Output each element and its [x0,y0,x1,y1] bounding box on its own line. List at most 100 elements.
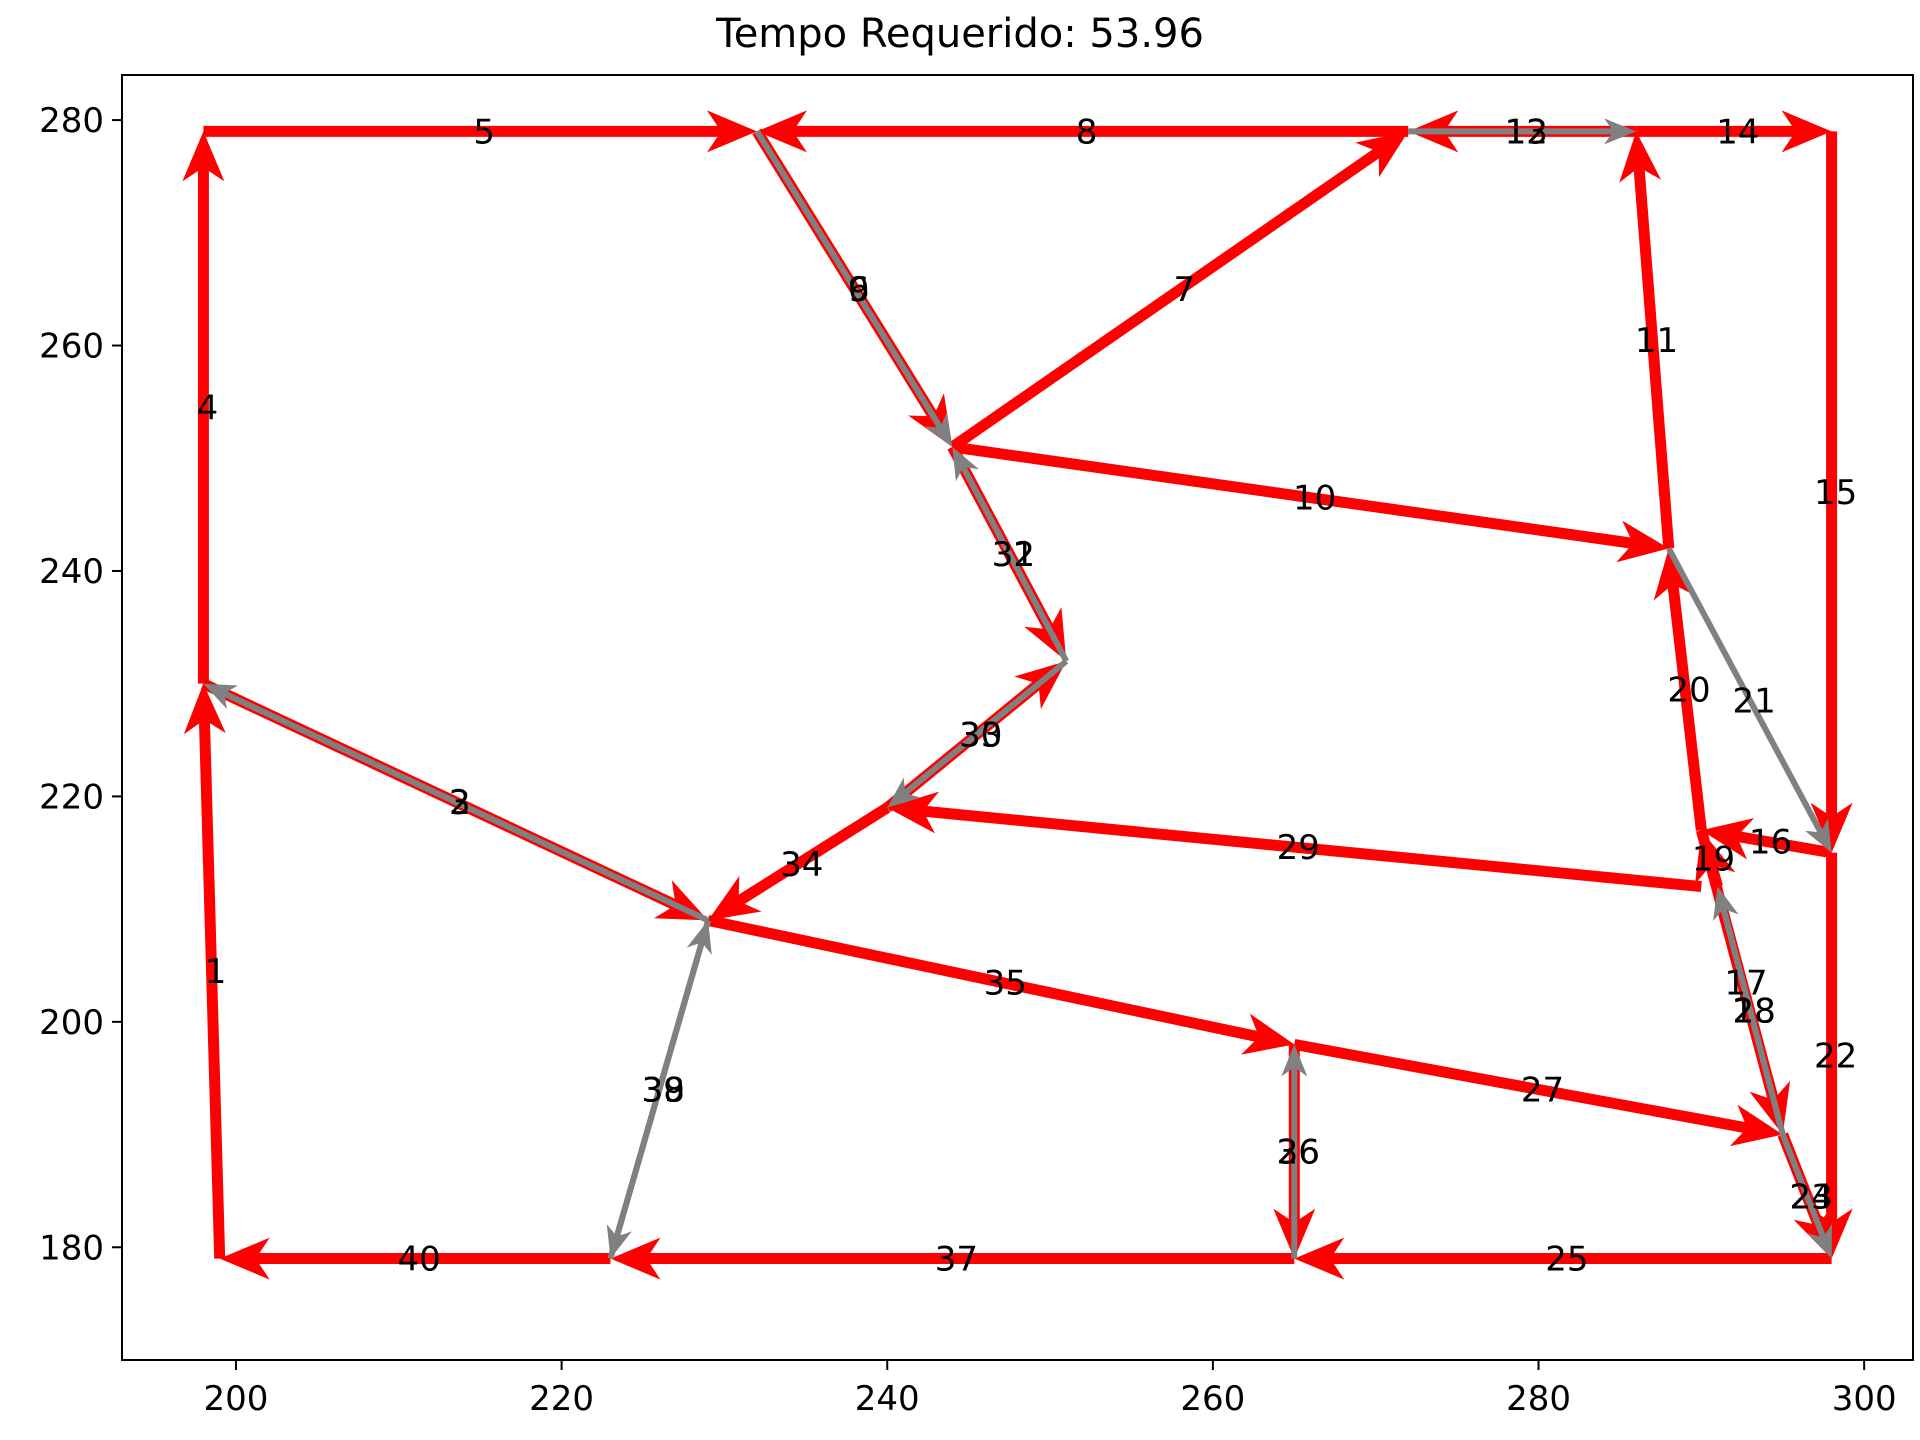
segment-arrow-1 [183,683,226,1259]
y-tick-label: 220 [39,777,104,817]
segment-arrow-29 [887,791,1702,893]
segment-shaft [607,941,705,1260]
segment-label: 2 [449,783,471,823]
segment-shaft [754,129,943,429]
segment-arrow-35 [707,915,1295,1055]
segment-arrow-27 [1293,1038,1783,1147]
x-tick-label: 300 [1832,1379,1897,1419]
segment-label: 4 [197,389,219,429]
segment-arrowhead [1729,1104,1783,1147]
segment-label: 31 [992,535,1035,575]
segment-arrow-12 [1408,118,1637,145]
segment-label: 33 [959,715,1002,755]
segment-arrow-34 [708,803,891,921]
segment-shaft [1666,547,1824,834]
segment-label: 36 [1277,1132,1320,1172]
segment-label: 34 [780,845,823,885]
segment-label: 8 [1076,112,1098,152]
segment-label: 32 [992,535,1035,575]
segment-label: 37 [935,1240,978,1280]
x-tick-label: 280 [1506,1379,1571,1419]
segment-label: 11 [1635,321,1678,361]
segment-shaft [949,147,1382,452]
segment-arrow-15 [1810,131,1853,853]
segment-label: 29 [1277,828,1320,868]
segment-arrow-5 [203,110,757,153]
segment-arrowhead [1653,548,1696,601]
segment-arrowhead [610,1237,661,1280]
segment-arrow-16 [1701,818,1833,860]
segment-label: 40 [397,1240,440,1280]
x-tick-label: 240 [855,1379,920,1419]
segment-shaft [903,658,1069,796]
segment-label: 7 [1173,270,1195,310]
y-tick-label: 240 [39,552,104,592]
segment-shaft [1735,830,1833,859]
segment-shaft [707,915,1261,1043]
segment-shaft [960,465,1069,663]
segment-label: 12 [1505,112,1548,152]
segment-arrow-7 [949,131,1409,452]
segment-arrowhead [887,791,939,834]
segment-arrowhead [707,110,757,153]
segment-arrowhead [924,412,953,447]
segment-label: 27 [1521,1070,1564,1110]
segment-arrow-25 [1294,1237,1832,1280]
segment-shaft [1720,908,1786,1136]
segment-label: 26 [1277,1132,1320,1172]
segment-arrowhead [952,447,979,482]
segment-arrow-36 [1281,1044,1308,1259]
segment-arrowhead [1355,131,1409,178]
segment-label: 19 [1692,839,1735,879]
segment-label: 16 [1749,822,1792,862]
segment-arrowhead [887,777,921,808]
segment-label: 18 [1733,992,1776,1032]
segment-shaft [951,441,1634,549]
segment-arrow-40 [219,1237,611,1280]
segment-arrowhead [654,880,709,921]
segment-arrow-11 [1619,131,1675,549]
segment-arrowhead [1781,110,1832,153]
segment-label: 30 [959,715,1002,755]
segment-arrow-37 [610,1237,1295,1280]
route-segments [182,110,1853,1280]
segment-arrowhead [1805,818,1832,853]
segment-arrowhead [1807,1224,1832,1259]
segment-arrow-4 [182,131,225,684]
segment-arrowhead [1619,131,1661,183]
segment-shaft [922,805,1702,893]
segment-label: 14 [1716,112,1759,152]
segment-arrow-8 [757,110,1409,153]
segment-arrow-20 [1653,548,1707,831]
segment-label: 15 [1814,473,1857,513]
plot-frame [121,74,1914,1361]
segment-shaft [735,803,891,906]
segment-arrow-33 [887,658,1069,808]
segment-arrowhead [1713,886,1739,921]
segment-arrow-6 [754,129,953,447]
segment-label: 1 [205,952,227,992]
segment-label: 6 [848,270,870,310]
segment-arrowhead [757,110,807,153]
segment-arrowhead [1281,1044,1308,1077]
segment-arrow-31 [952,447,1069,663]
segment-arrowhead [182,131,225,182]
x-tick-label: 260 [1180,1379,1245,1419]
segment-arrowhead [1294,1237,1345,1280]
segment-arrowhead [1695,830,1736,885]
segment-arrowhead [1604,118,1637,145]
y-tick-label: 280 [39,101,104,141]
segment-label: 38 [642,1070,685,1110]
segment-arrow-28 [1713,886,1786,1136]
segment-label: 24 [1790,1178,1833,1218]
segment-label: 35 [984,963,1027,1003]
segment-arrow-23 [1779,1133,1832,1259]
segment-shaft [1706,863,1723,889]
segment-label: 21 [1733,682,1776,722]
segment-arrow-10 [951,441,1669,563]
segment-shaft [198,719,226,1259]
segment-label: 3 [449,783,471,823]
segment-shaft [1667,583,1707,831]
